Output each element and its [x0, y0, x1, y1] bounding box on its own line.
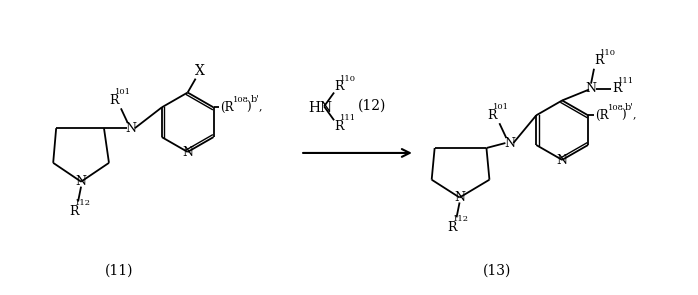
Text: (13): (13)	[483, 264, 512, 278]
Text: N: N	[504, 137, 515, 150]
Text: 108: 108	[608, 104, 624, 112]
Text: ): )	[621, 109, 625, 122]
Text: N: N	[126, 122, 136, 135]
Text: N: N	[556, 154, 567, 167]
Text: 112: 112	[453, 215, 469, 223]
Text: 108: 108	[233, 96, 249, 104]
Text: N: N	[586, 82, 597, 95]
Text: R: R	[487, 109, 497, 122]
Text: b': b'	[625, 103, 634, 112]
Text: R: R	[69, 205, 79, 218]
Text: (12): (12)	[358, 99, 386, 112]
Text: (R: (R	[595, 109, 609, 122]
Text: 110: 110	[600, 49, 616, 57]
Text: R: R	[612, 82, 621, 95]
Text: ,: ,	[258, 101, 262, 112]
Text: R: R	[334, 120, 343, 133]
Text: 101: 101	[493, 103, 509, 111]
Text: (R: (R	[221, 101, 234, 114]
Text: ,: ,	[633, 109, 637, 119]
Text: ): )	[246, 101, 251, 114]
Text: 111: 111	[340, 114, 356, 122]
Text: b': b'	[251, 95, 260, 104]
Text: N: N	[182, 146, 193, 160]
Text: N: N	[454, 191, 465, 204]
Text: 111: 111	[618, 76, 634, 85]
Text: R: R	[594, 54, 604, 67]
Text: 110: 110	[340, 75, 356, 83]
Text: HN: HN	[308, 101, 332, 115]
Text: R: R	[447, 221, 457, 234]
Text: (11): (11)	[105, 264, 133, 278]
Text: R: R	[109, 94, 119, 107]
Text: X: X	[195, 64, 205, 78]
Text: N: N	[75, 175, 87, 188]
Text: 101: 101	[114, 88, 131, 96]
Text: 112: 112	[75, 199, 91, 207]
Text: R: R	[334, 80, 343, 93]
